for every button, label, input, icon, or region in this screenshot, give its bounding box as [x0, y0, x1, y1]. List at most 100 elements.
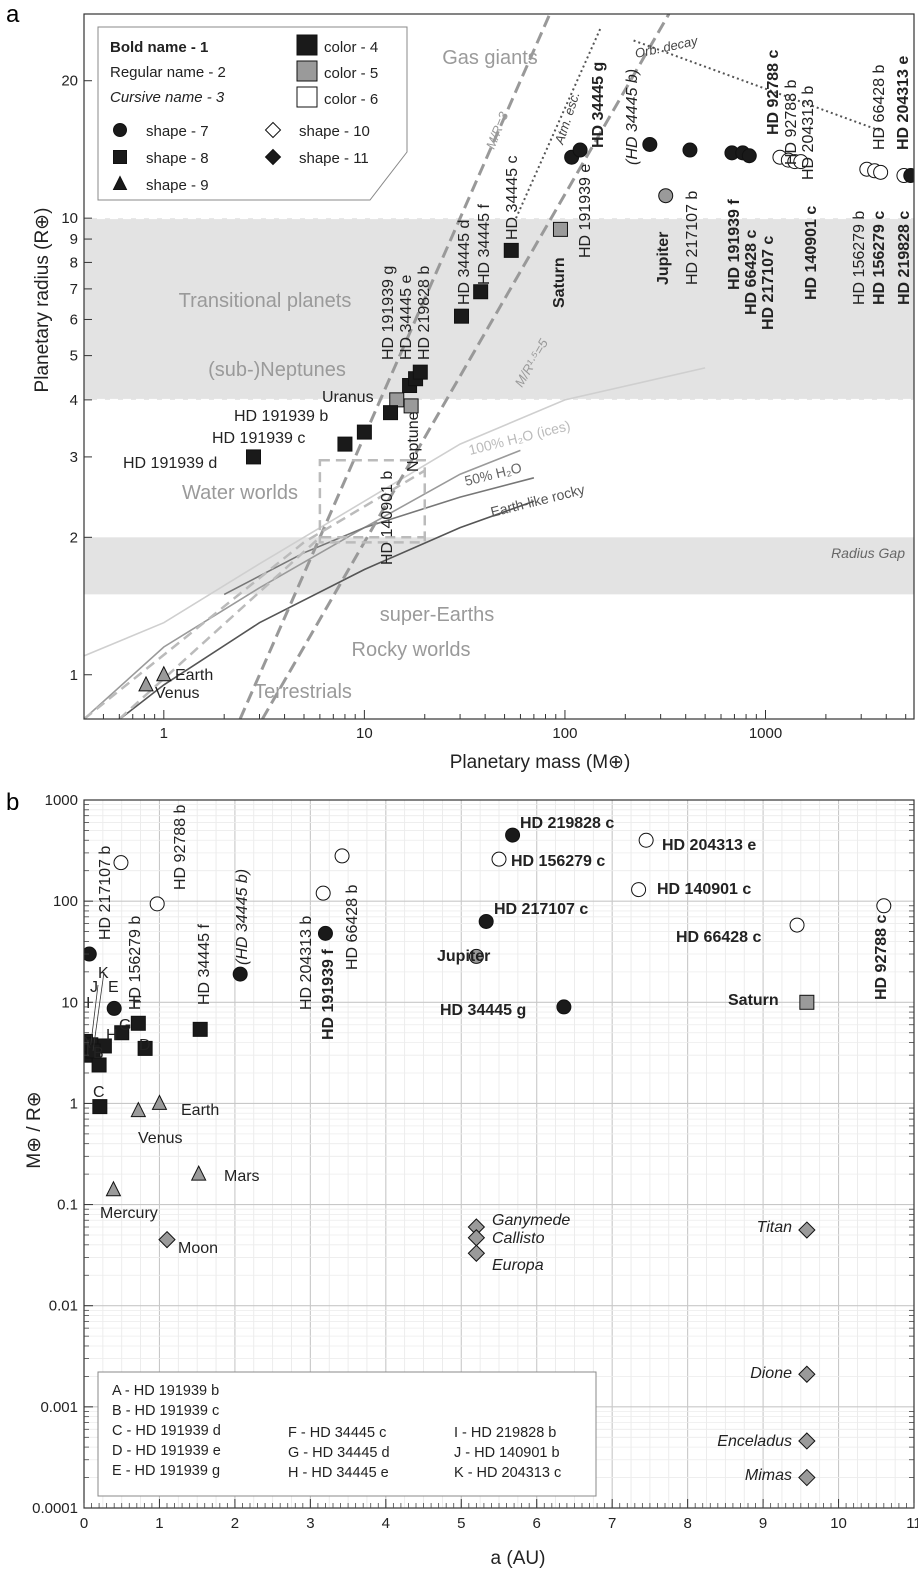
- point-label-hd-34445-b: (HD 34445 b): [624, 69, 641, 165]
- point-label-hd-191939-f: HD 191939 f: [726, 199, 743, 290]
- legend-a-shape-marker: [264, 121, 282, 139]
- x-tick-label-b: 6: [533, 1515, 541, 1532]
- point-hd-217107-b: [682, 142, 698, 158]
- line-label-m-r-3: M/R=3: [483, 109, 512, 151]
- y-tick-label-b: 0.0001: [32, 1500, 78, 1517]
- legend-a-shape-marker: [113, 150, 127, 164]
- chart-a-xlabel: Planetary mass (M⊕): [450, 752, 631, 773]
- point-b-enceladus: [798, 1432, 816, 1450]
- legend-a-shape-7: shape - 7: [146, 123, 209, 140]
- point-hd-191939-c: [337, 436, 353, 452]
- curve-100-h2o: [84, 367, 706, 657]
- point-label-hd-191939-g: HD 191939 g: [380, 266, 397, 360]
- legend-a-shape-9: shape - 9: [146, 177, 209, 194]
- region-label-super-earths: super-Earths: [380, 604, 495, 626]
- leader-line: [92, 971, 105, 1052]
- x-tick-label-b: 7: [608, 1515, 616, 1532]
- point-label-hd-34445-f: HD 34445 f: [476, 204, 493, 285]
- point-label-hd-140901-c: HD 140901 c: [803, 206, 820, 300]
- legend-a-style-2: Regular name - 2: [110, 64, 226, 81]
- point-b-dione: [798, 1365, 816, 1383]
- curve-label-50-h2o: 50% H₂O: [463, 459, 524, 489]
- point-hd-204313-b: [793, 154, 809, 170]
- y-tick-label-a: 4: [70, 392, 78, 409]
- legend-a-shape-11: shape - 11: [299, 150, 369, 167]
- point-b-hd-191939-f: [317, 925, 333, 941]
- point-hd-217107-c: [741, 148, 757, 164]
- legend-a-box: [97, 26, 408, 201]
- point-b-label-hd-92788-c: HD 92788 c: [873, 915, 890, 1000]
- x-tick-label-b: 1: [155, 1515, 163, 1532]
- point-b-label-c: C: [93, 1084, 105, 1101]
- line-m-r-3: [238, 14, 552, 719]
- point-b-label-hd-156279-b: HD 156279 b: [127, 916, 144, 1010]
- point-b-hd-156279-b: [113, 855, 129, 871]
- point-label-jupiter: Jupiter: [655, 232, 672, 285]
- x-tick-label-b: 2: [231, 1515, 239, 1532]
- point-b-label-dione: Dione: [750, 1365, 792, 1382]
- point-label-hd-217107-b: HD 217107 b: [684, 191, 701, 285]
- point-b-callisto: [467, 1229, 486, 1247]
- point-label-hd-156279-c: HD 156279 c: [871, 211, 888, 305]
- line-label-orb-decay: Orb. decay: [634, 33, 701, 61]
- point-b-hd-219828-c: [505, 827, 521, 843]
- legend-b-entry: E - HD 191939 g: [112, 1463, 220, 1479]
- y-tick-label-b: 0.001: [40, 1399, 78, 1416]
- point-b-hd-92788-b: [149, 896, 165, 912]
- y-tick-label-b: 0.1: [57, 1197, 78, 1214]
- point-label-hd-92788-b: HD 92788 b: [783, 80, 800, 165]
- point-label-hd-219828-c: HD 219828 c: [896, 211, 913, 305]
- chart-b-ylabel: M⊕ / R⊕: [24, 1091, 45, 1168]
- legend-a-color-5: color - 5: [324, 65, 378, 82]
- point-b-label-hd-66428-b: HD 66428 b: [344, 885, 361, 970]
- x-tick-label-b: 11: [906, 1515, 918, 1532]
- x-tick-label-b: 3: [306, 1515, 314, 1532]
- y-tick-label-a: 3: [70, 449, 78, 466]
- point-hd-156279-c: [873, 164, 889, 180]
- x-tick-label-b: 8: [683, 1515, 691, 1532]
- point-b-label-hd-34445-g: HD 34445 g: [440, 1002, 526, 1019]
- point-label-hd-66428-c: HD 66428 c: [743, 230, 760, 315]
- point-b-hd-66428-b: [334, 848, 350, 864]
- point-b-label-europa: Europa: [492, 1257, 544, 1274]
- region-label-gas-giants: Gas giants: [442, 47, 538, 69]
- point-b-hd-217107-c: [478, 913, 494, 929]
- point-hd-219828-b: [412, 364, 428, 380]
- legend-a-color-4: color - 4: [324, 39, 378, 56]
- point-b-label-d: D: [139, 1037, 151, 1054]
- point-b-label-hd-34445-f: HD 34445 f: [196, 924, 213, 1005]
- point-b-label-a: A: [80, 1035, 91, 1052]
- chart-a-ylabel: Planetary radius (R⊕): [32, 208, 53, 393]
- point-hd-34445-c: [503, 242, 519, 258]
- x-tick-label-b: 4: [382, 1515, 390, 1532]
- point-b-label-f: F: [132, 994, 142, 1011]
- point-b-label-hd-34445-b: (HD 34445 b): [234, 869, 251, 965]
- point-b-hd-204313-e: [638, 832, 654, 848]
- legend-b-entry: C - HD 191939 d: [112, 1423, 221, 1439]
- line-terrestrial-bound-1: [84, 469, 426, 719]
- chart-b-xlabel: a (AU): [491, 1548, 546, 1569]
- point-b-titan: [798, 1221, 816, 1239]
- y-tick-label-a: 1: [70, 667, 78, 684]
- point-label-neptune: Neptune: [405, 411, 422, 472]
- region-label-water-worlds: Water worlds: [182, 482, 298, 504]
- legend-a-style-1: Bold name - 1: [110, 39, 208, 56]
- point-label-hd-204313-e: HD 204313 e: [895, 56, 912, 150]
- legend-b-entry: D - HD 191939 e: [112, 1443, 221, 1459]
- point-label-hd-219828-b: HD 219828 b: [416, 266, 433, 360]
- point-b-e: [106, 1000, 122, 1016]
- point-b-label-hd-217107-c: HD 217107 c: [494, 901, 588, 918]
- point-label-hd-34445-g: HD 34445 g: [590, 62, 607, 148]
- point-label-hd-191939-c: HD 191939 c: [212, 430, 305, 447]
- legend-b-entry: G - HD 34445 d: [288, 1445, 390, 1461]
- water-world-box: [318, 458, 427, 544]
- point-b-label-e: E: [108, 979, 119, 996]
- point-b-mercury: [105, 1180, 122, 1197]
- point-earth: [156, 665, 172, 682]
- point-b-label-ganymede: Ganymede: [492, 1212, 570, 1229]
- chart-a: Gas giants Transitional planets (sub-)Nept…: [32, 13, 915, 773]
- point-label-hd-66428-b: HD 66428 b: [871, 65, 888, 150]
- point-b-europa: [467, 1244, 486, 1262]
- y-tick-label-b: 10: [61, 994, 78, 1011]
- point-label-saturn: Saturn: [551, 257, 568, 308]
